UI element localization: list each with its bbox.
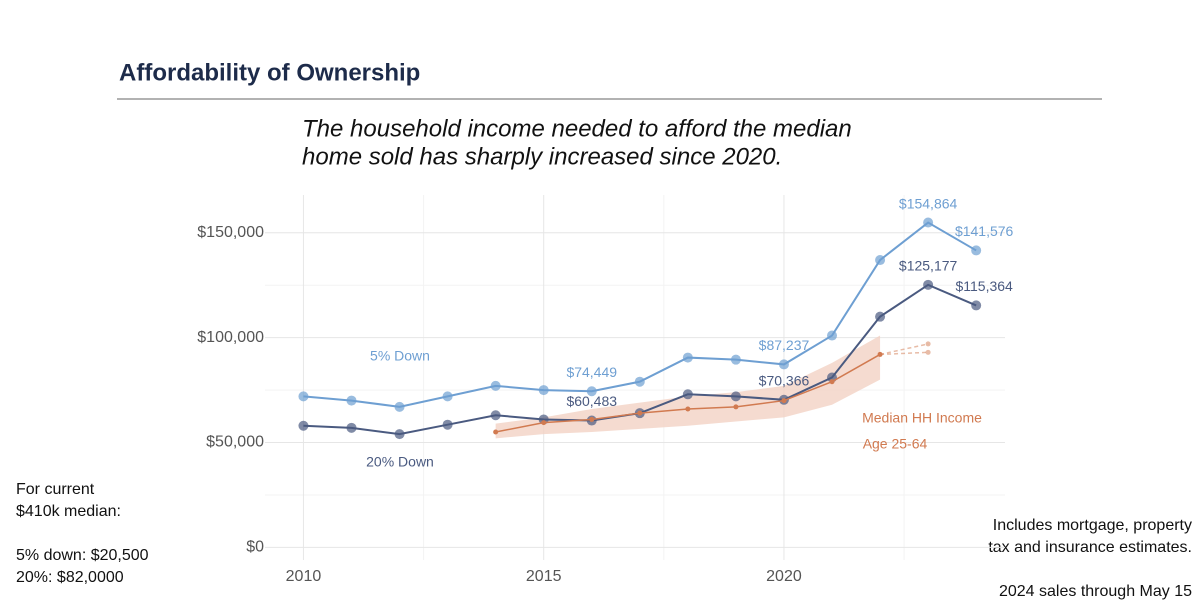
data-point <box>586 386 597 397</box>
data-label: $141,576 <box>955 223 1014 239</box>
data-point <box>490 380 501 391</box>
data-label: $74,449 <box>566 364 617 380</box>
data-label: $154,864 <box>899 195 958 211</box>
data-point <box>971 300 982 311</box>
series-label: Age 25-64 <box>863 436 928 452</box>
data-point <box>730 354 741 365</box>
data-label: $125,177 <box>899 258 958 274</box>
data-point <box>827 330 838 341</box>
data-point <box>394 429 405 440</box>
chart-title: The household income needed to afford th… <box>302 115 852 142</box>
projection-point <box>925 341 931 347</box>
data-point <box>877 351 883 357</box>
data-point <box>971 245 982 256</box>
data-point <box>634 376 645 387</box>
projection-point <box>925 349 931 355</box>
data-point <box>394 401 405 412</box>
data-point <box>682 352 693 363</box>
data-point <box>829 379 835 385</box>
footnote: tax and insurance estimates. <box>988 539 1192 556</box>
slide-title: Affordability of Ownership <box>119 59 420 86</box>
data-point <box>682 389 693 400</box>
side-note: $410k median: <box>16 503 121 520</box>
projection-line <box>879 343 929 356</box>
series-label: 5% Down <box>370 348 430 364</box>
data-point <box>589 416 595 422</box>
footnote: 2024 sales through May 15 <box>999 583 1192 600</box>
data-point <box>442 391 453 402</box>
side-note: 5% down: $20,500 <box>16 547 149 564</box>
data-point <box>346 422 357 433</box>
data-point <box>875 311 886 322</box>
x-tick-label: 2020 <box>766 568 802 585</box>
data-point <box>442 419 453 430</box>
chart-title: home sold has sharply increased since 20… <box>302 143 782 170</box>
data-point <box>730 391 741 402</box>
data-point <box>685 406 691 412</box>
y-tick-label: $150,000 <box>197 224 264 241</box>
side-note: 20%: $82,0000 <box>16 569 124 586</box>
data-point <box>781 398 787 404</box>
data-point <box>733 404 739 410</box>
data-point <box>923 217 934 228</box>
x-tick-label: 2015 <box>526 568 562 585</box>
data-point <box>298 391 309 402</box>
data-label: $60,483 <box>566 393 617 409</box>
data-label: $70,366 <box>759 373 810 389</box>
data-point <box>923 279 934 290</box>
data-point <box>346 395 357 406</box>
y-tick-label: $100,000 <box>197 329 264 346</box>
y-tick-label: $0 <box>246 539 264 556</box>
data-point <box>490 410 501 421</box>
series-label: Median HH Income <box>862 410 982 426</box>
data-label: $87,237 <box>759 337 810 353</box>
data-point <box>541 420 547 426</box>
footnote: Includes mortgage, property <box>993 517 1192 534</box>
data-point <box>637 410 643 416</box>
y-tick-label: $50,000 <box>206 434 264 451</box>
projection-line <box>880 351 929 356</box>
side-note: For current <box>16 481 95 498</box>
series-label: 20% Down <box>366 454 434 470</box>
data-point <box>875 255 886 266</box>
income-band <box>495 335 881 439</box>
data-point <box>538 385 549 396</box>
data-point <box>493 429 499 435</box>
data-label: $115,364 <box>955 278 1013 294</box>
x-tick-label: 2010 <box>286 568 322 585</box>
data-point <box>298 420 309 431</box>
data-point <box>778 359 789 370</box>
